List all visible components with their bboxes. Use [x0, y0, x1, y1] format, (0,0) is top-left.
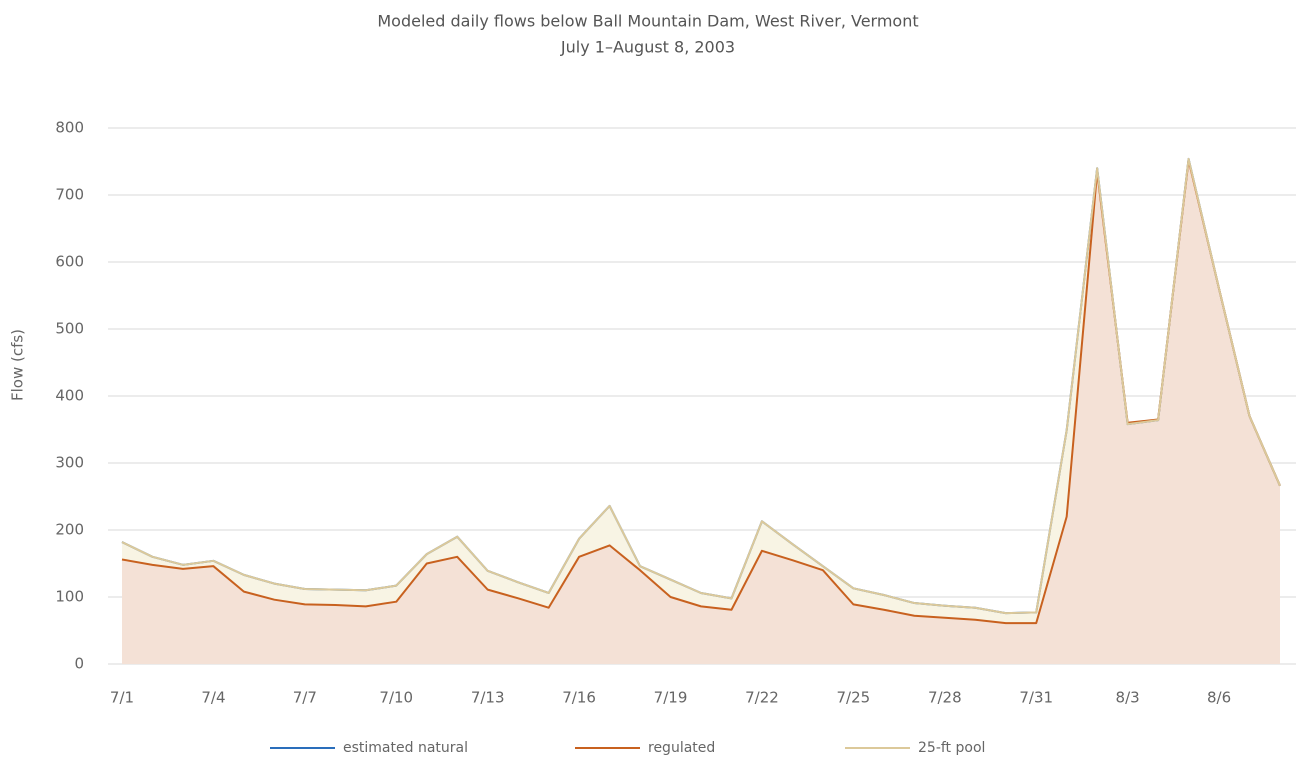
x-tick-label: 7/19	[654, 689, 688, 707]
y-tick-label: 0	[74, 655, 84, 673]
x-tick-label: 7/25	[837, 689, 871, 707]
y-tick-label: 500	[55, 320, 84, 338]
y-tick-label: 200	[55, 521, 84, 539]
x-tick-label: 7/7	[293, 689, 317, 707]
x-tick-label: 7/1	[110, 689, 134, 707]
x-tick-label: 8/6	[1207, 689, 1231, 707]
x-tick-label: 7/16	[562, 689, 596, 707]
x-tick-label: 7/22	[745, 689, 779, 707]
legend-label: estimated natural	[343, 740, 468, 756]
x-tick-label: 7/28	[928, 689, 962, 707]
x-tick-label: 7/4	[201, 689, 225, 707]
x-tick-label: 7/10	[379, 689, 413, 707]
x-tick-label: 7/13	[471, 689, 505, 707]
x-tick-label: 8/3	[1116, 689, 1140, 707]
y-tick-label: 600	[55, 253, 84, 271]
y-tick-label: 700	[55, 186, 84, 204]
legend-label: 25-ft pool	[918, 740, 985, 756]
area	[122, 160, 1280, 664]
legend-label: regulated	[648, 740, 715, 756]
y-tick-label: 400	[55, 387, 84, 405]
line	[121, 159, 1281, 625]
line	[121, 157, 1281, 615]
chart-title: Modeled daily flows below Ball Mountain …	[377, 12, 918, 31]
y-tick-label: 100	[55, 588, 84, 606]
y-tick-label: 300	[55, 454, 84, 472]
x-tick-label: 7/31	[1019, 689, 1053, 707]
y-tick-label: 800	[55, 119, 84, 137]
y-axis-label: Flow (cfs)	[9, 329, 27, 401]
chart-subtitle: July 1–August 8, 2003	[560, 38, 735, 57]
